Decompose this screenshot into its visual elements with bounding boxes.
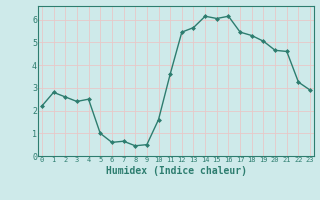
X-axis label: Humidex (Indice chaleur): Humidex (Indice chaleur) bbox=[106, 166, 246, 176]
